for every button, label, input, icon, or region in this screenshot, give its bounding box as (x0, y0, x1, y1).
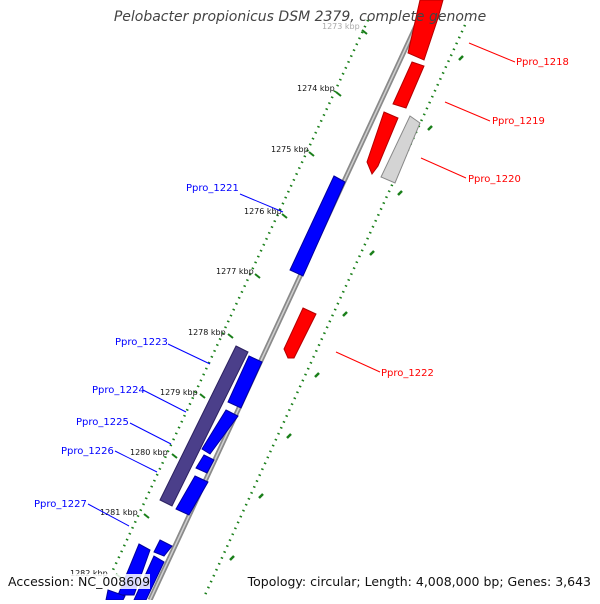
ruler-tick (254, 273, 261, 279)
ruler-tick-label: 1276 kbp (244, 207, 282, 216)
ruler-tick (143, 513, 150, 519)
gene-arrow-ppro-1220[interactable] (366, 111, 399, 175)
gene-labels: Ppro_1218 Ppro_1219 Ppro_1220 Ppro_1222 … (34, 57, 569, 510)
gene-label-ppro-1219[interactable]: Ppro_1219 (492, 116, 545, 127)
forward-genes (283, 0, 444, 359)
reverse-genes (105, 175, 346, 601)
callout-lines (87, 42, 516, 527)
gene-label-ppro-1225[interactable]: Ppro_1225 (76, 417, 129, 428)
ruler-tick (227, 333, 234, 339)
gene-label-ppro-1223[interactable]: Ppro_1223 (115, 337, 168, 348)
gene-arrow-ppro-1223[interactable] (227, 355, 263, 409)
gene-arrow-ppro-1220-gray[interactable] (380, 115, 421, 184)
gene-arrow-ppro-1223-purple[interactable] (159, 345, 249, 507)
inner-ruler-ticks (229, 55, 464, 561)
accession-label: Accession: NC_008609 (8, 574, 151, 589)
ruler-tick (335, 91, 342, 97)
gene-label-ppro-1226[interactable]: Ppro_1226 (61, 446, 114, 457)
gene-label-ppro-1221[interactable]: Ppro_1221 (186, 183, 239, 194)
gene-label-ppro-1227[interactable]: Ppro_1227 (34, 499, 87, 510)
ruler-tick (361, 29, 368, 35)
ruler-tick-label: 1281 kbp (100, 508, 138, 517)
outer-ruler-dots (111, 19, 370, 571)
ruler-tick-label: 1279 kbp (160, 388, 198, 397)
gene-label-ppro-1220[interactable]: Ppro_1220 (468, 174, 521, 185)
gene-arrow-ppro-1219[interactable] (392, 61, 425, 109)
ruler-tick (308, 151, 315, 157)
ruler-tick-label: 1278 kbp (188, 328, 226, 337)
ruler-tick-label: 1274 kbp (297, 84, 335, 93)
ruler-ticks: 1273 kbp 1274 kbp 1275 kbp 1276 kbp 1277… (70, 22, 368, 579)
gene-arrow-ppro-1221[interactable] (289, 175, 346, 277)
ruler-tick-label: 1275 kbp (271, 145, 309, 154)
ruler-tick (171, 453, 178, 459)
gene-arrow-ppro-1226[interactable] (175, 475, 209, 516)
gene-label-ppro-1218[interactable]: Ppro_1218 (516, 57, 569, 68)
ruler-tick-label: 1280 kbp (130, 448, 168, 457)
ruler-tick-label: 1277 kbp (216, 267, 254, 276)
ruler-tick-label: 1273 kbp (322, 22, 360, 31)
gene-label-ppro-1224[interactable]: Ppro_1224 (92, 385, 145, 396)
gene-arrow-ppro-1225[interactable] (195, 454, 215, 474)
gene-arrow-ppro-1222[interactable] (283, 307, 317, 359)
map-title: Pelobacter propionicus DSM 2379, complet… (113, 9, 487, 25)
inner-ruler-dots (203, 24, 467, 596)
ruler-tick (281, 213, 288, 219)
gene-arrow-ppro-1224[interactable] (201, 409, 239, 455)
genome-summary-label: Topology: circular; Length: 4,008,000 bp… (247, 574, 591, 589)
ruler-tick-label: 1282 kbp (70, 569, 108, 578)
gene-arrow-ppro-1227b[interactable] (153, 539, 173, 557)
ruler-tick (199, 393, 206, 399)
gene-arrow-ppro-1218[interactable] (407, 0, 444, 61)
gene-label-ppro-1222[interactable]: Ppro_1222 (381, 368, 434, 379)
